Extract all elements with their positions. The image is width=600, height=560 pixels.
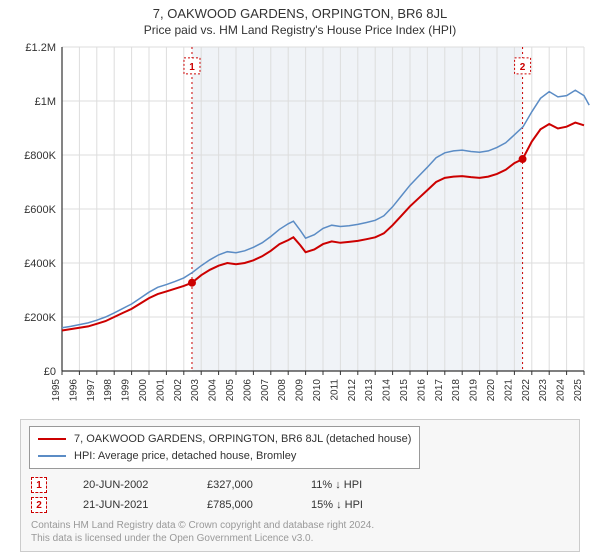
svg-text:2023: 2023 bbox=[538, 379, 549, 402]
sale-price: £327,000 bbox=[207, 479, 287, 491]
svg-text:£1.2M: £1.2M bbox=[25, 42, 56, 54]
sale-delta: 11% ↓ HPI bbox=[311, 479, 401, 491]
svg-text:2020: 2020 bbox=[486, 379, 497, 402]
footer-line-2: This data is licensed under the Open Gov… bbox=[31, 532, 569, 545]
svg-text:2006: 2006 bbox=[242, 379, 253, 402]
svg-text:1999: 1999 bbox=[121, 379, 132, 402]
svg-text:£800K: £800K bbox=[24, 150, 56, 162]
legend-swatch bbox=[38, 455, 66, 457]
page-subtitle: Price paid vs. HM Land Registry's House … bbox=[0, 21, 600, 41]
svg-text:2010: 2010 bbox=[312, 379, 323, 402]
svg-text:2005: 2005 bbox=[225, 379, 236, 402]
svg-text:1: 1 bbox=[189, 62, 195, 73]
svg-text:2003: 2003 bbox=[190, 379, 201, 402]
svg-text:1995: 1995 bbox=[51, 379, 62, 402]
sale-marker-1 bbox=[188, 279, 196, 287]
svg-text:2019: 2019 bbox=[469, 379, 480, 402]
line-chart: £0 £200K £400K £600K £800K £1M £1.2M 1995 1996 19… bbox=[10, 41, 590, 411]
svg-text:2016: 2016 bbox=[416, 379, 427, 402]
svg-text:£1M: £1M bbox=[35, 96, 56, 108]
svg-text:2018: 2018 bbox=[451, 379, 462, 402]
svg-text:2013: 2013 bbox=[364, 379, 375, 402]
svg-text:1997: 1997 bbox=[86, 379, 97, 402]
svg-text:1998: 1998 bbox=[103, 379, 114, 402]
legend-panel: 7, OAKWOOD GARDENS, ORPINGTON, BR6 8JL (… bbox=[20, 419, 580, 552]
svg-text:£0: £0 bbox=[44, 366, 56, 378]
sale-delta: 15% ↓ HPI bbox=[311, 499, 401, 511]
sale-marker-2 bbox=[519, 155, 527, 163]
svg-text:£400K: £400K bbox=[24, 258, 56, 270]
svg-text:2007: 2007 bbox=[260, 379, 271, 402]
svg-text:2021: 2021 bbox=[503, 379, 514, 402]
legend-series-box: 7, OAKWOOD GARDENS, ORPINGTON, BR6 8JL (… bbox=[29, 426, 420, 469]
svg-text:2024: 2024 bbox=[556, 379, 567, 402]
sale-date: 20-JUN-2002 bbox=[83, 479, 183, 491]
svg-text:2001: 2001 bbox=[155, 379, 166, 402]
svg-text:2012: 2012 bbox=[347, 379, 358, 402]
sale-price: £785,000 bbox=[207, 499, 287, 511]
sale-row: 1 20-JUN-2002 £327,000 11% ↓ HPI bbox=[29, 475, 571, 495]
sale-marker-box: 1 bbox=[31, 477, 47, 493]
sale-marker-box: 2 bbox=[31, 497, 47, 513]
legend-swatch bbox=[38, 438, 66, 440]
legend-footer: Contains HM Land Registry data © Crown c… bbox=[29, 515, 571, 545]
page-title: 7, OAKWOOD GARDENS, ORPINGTON, BR6 8JL bbox=[0, 0, 600, 21]
svg-text:2002: 2002 bbox=[173, 379, 184, 402]
sale-date: 21-JUN-2021 bbox=[83, 499, 183, 511]
svg-text:2: 2 bbox=[520, 62, 526, 73]
svg-text:£200K: £200K bbox=[24, 312, 56, 324]
legend-series-row: HPI: Average price, detached house, Brom… bbox=[38, 448, 411, 465]
svg-text:1996: 1996 bbox=[68, 379, 79, 402]
legend-label: HPI: Average price, detached house, Brom… bbox=[74, 448, 296, 465]
svg-text:2015: 2015 bbox=[399, 379, 410, 402]
svg-text:2011: 2011 bbox=[329, 379, 340, 401]
legend-label: 7, OAKWOOD GARDENS, ORPINGTON, BR6 8JL (… bbox=[74, 431, 411, 448]
svg-text:2017: 2017 bbox=[434, 379, 445, 402]
svg-text:2008: 2008 bbox=[277, 379, 288, 402]
svg-text:2004: 2004 bbox=[208, 379, 219, 402]
sale-row: 2 21-JUN-2021 £785,000 15% ↓ HPI bbox=[29, 495, 571, 515]
svg-text:2025: 2025 bbox=[573, 379, 584, 402]
svg-text:2022: 2022 bbox=[521, 379, 532, 402]
legend-series-row: 7, OAKWOOD GARDENS, ORPINGTON, BR6 8JL (… bbox=[38, 431, 411, 448]
svg-text:£600K: £600K bbox=[24, 204, 56, 216]
footer-line-1: Contains HM Land Registry data © Crown c… bbox=[31, 519, 569, 532]
chart-container: £0 £200K £400K £600K £800K £1M £1.2M 1995 1996 19… bbox=[10, 41, 590, 411]
svg-text:2009: 2009 bbox=[295, 379, 306, 402]
svg-text:2000: 2000 bbox=[138, 379, 149, 402]
svg-text:2014: 2014 bbox=[382, 379, 393, 402]
